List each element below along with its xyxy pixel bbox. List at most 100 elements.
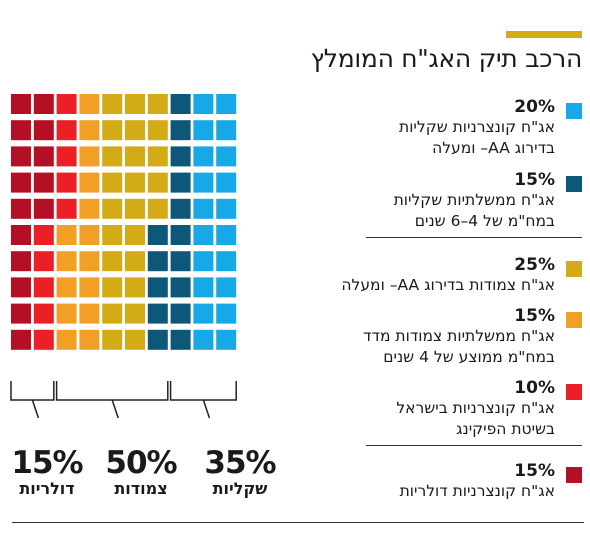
waffle-cell [147, 329, 168, 350]
waffle-cell [216, 251, 237, 272]
waffle-cell [102, 172, 123, 193]
waffle-cell [33, 120, 54, 141]
legend-pct-6: 15% [514, 461, 555, 481]
waffle-cell [102, 146, 123, 167]
waffle-cell [147, 225, 168, 245]
waffle-cell [102, 329, 123, 350]
legend-item-3: 25% אג"ח צמודות בדירוג AA– ומעלה [341, 255, 582, 296]
legend-swatch-5 [566, 384, 582, 400]
waffle-cell [125, 198, 145, 219]
waffle-cell [102, 120, 123, 141]
waffle-cell [193, 277, 214, 298]
waffle-cell [56, 329, 77, 350]
waffle-cell [125, 94, 145, 114]
legend-line2-4: במח"מ ממוצע של 4 שנים [383, 348, 555, 366]
legend-pct-1: 20% [514, 97, 555, 117]
waffle-cell [125, 146, 145, 167]
waffle-cell [125, 329, 145, 350]
waffle-cell [170, 277, 191, 298]
legend-swatch-6 [566, 467, 582, 483]
waffle-cell [11, 120, 31, 141]
legend-item-1: 20% אג"ח קונצרניות שקליות בדירוג AA– ומע… [399, 97, 582, 159]
waffle-cell [56, 198, 77, 219]
waffle-cell [193, 303, 214, 324]
waffle-cell [193, 251, 214, 272]
waffle-cell [216, 94, 237, 114]
legend-pct-5: 10% [514, 378, 555, 398]
waffle-cell [170, 94, 191, 114]
waffle-cell [125, 251, 145, 272]
waffle-cell [11, 329, 31, 350]
waffle-cell [56, 303, 77, 324]
waffle-cell [79, 198, 100, 219]
title-accent-bar [506, 31, 582, 38]
chart-title: הרכב תיק האג"ח המומלץ [310, 44, 583, 73]
waffle-cell [102, 251, 123, 272]
waffle-cell [216, 172, 237, 193]
legend-item-6: 15% אג"ח קונצרניות דולריות [400, 461, 582, 502]
waffle-cell [125, 172, 145, 193]
waffle-cell [147, 277, 168, 298]
waffle-cell [216, 329, 237, 350]
summary-indexed-label: צמודות [114, 479, 168, 498]
waffle-cell [79, 146, 100, 167]
waffle-cell [216, 146, 237, 167]
bracket-3 [169, 381, 237, 419]
waffle-cell [102, 225, 123, 245]
waffle-cell [79, 225, 100, 245]
waffle-cell [193, 146, 214, 167]
waffle-cell [147, 94, 168, 114]
legend-pct-4: 15% [514, 306, 555, 326]
waffle-cell [170, 329, 191, 350]
waffle-cell [79, 277, 100, 298]
waffle-cell [170, 120, 191, 141]
waffle-cell [170, 251, 191, 272]
waffle-cells [11, 94, 237, 350]
legend-line2-5: בשיטת הפיקינג [456, 420, 555, 438]
legend-line1-3: אג"ח צמודות בדירוג AA– ומעלה [341, 276, 555, 294]
waffle-cell [79, 251, 100, 272]
waffle-cell [33, 277, 54, 298]
summary-dollar-label: דולריות [19, 479, 75, 498]
waffle-cell [11, 172, 31, 193]
waffle-grid [10, 94, 237, 419]
waffle-cell [56, 120, 77, 141]
waffle-cell [33, 251, 54, 272]
waffle-cell [33, 172, 54, 193]
legend-swatch-3 [566, 261, 582, 277]
legend-divider-1 [366, 237, 582, 238]
waffle-cell [102, 198, 123, 219]
waffle-cell [56, 146, 77, 167]
waffle-cell [33, 329, 54, 350]
waffle-cell [193, 120, 214, 141]
summary-indexed: 50% צמודות [96, 446, 186, 498]
waffle-cell [11, 198, 31, 219]
legend-pct-2: 15% [514, 170, 555, 190]
waffle-cell [79, 303, 100, 324]
summary-dollar-pct: 15% [11, 445, 83, 481]
waffle-cell [11, 225, 31, 245]
waffle-cell [216, 198, 237, 219]
legend-divider-2 [366, 445, 582, 446]
waffle-cell [79, 120, 100, 141]
waffle-cell [170, 303, 191, 324]
waffle-cell [79, 329, 100, 350]
waffle-cell [125, 225, 145, 245]
waffle-cell [147, 198, 168, 219]
waffle-cell [216, 120, 237, 141]
waffle-cell [170, 146, 191, 167]
bottom-rule [12, 522, 584, 523]
legend-line1-1: אג"ח קונצרניות שקליות [399, 118, 555, 136]
waffle-cell [170, 198, 191, 219]
legend-line2-2: במח"מ של 4–6 שנים [414, 212, 555, 230]
legend-line2-1: בדירוג AA– ומעלה [432, 139, 555, 157]
waffle-cell [11, 251, 31, 272]
waffle-cell [170, 225, 191, 245]
waffle-cell [11, 94, 31, 114]
waffle-cell [33, 225, 54, 245]
waffle-cell [125, 277, 145, 298]
waffle-cell [193, 94, 214, 114]
waffle-cell [56, 172, 77, 193]
summary-indexed-pct: 50% [105, 445, 177, 481]
waffle-cell [56, 277, 77, 298]
